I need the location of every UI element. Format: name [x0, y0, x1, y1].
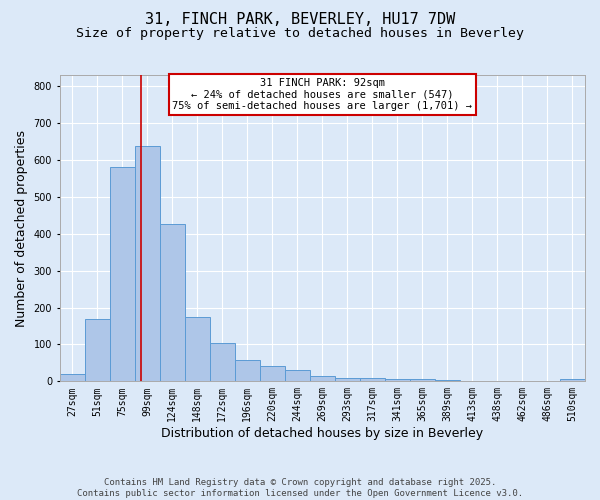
Bar [335, 378, 360, 382]
X-axis label: Distribution of detached houses by size in Beverley: Distribution of detached houses by size … [161, 427, 484, 440]
Bar [285, 370, 310, 382]
Bar [385, 378, 410, 382]
Bar [410, 380, 435, 382]
Bar [360, 378, 385, 382]
Bar [460, 380, 485, 382]
Bar [110, 166, 135, 382]
Bar [135, 146, 160, 382]
Text: Contains HM Land Registry data © Crown copyright and database right 2025.
Contai: Contains HM Land Registry data © Crown c… [77, 478, 523, 498]
Bar [260, 366, 285, 382]
Y-axis label: Number of detached properties: Number of detached properties [15, 130, 28, 326]
Bar [85, 320, 110, 382]
Text: 31 FINCH PARK: 92sqm
← 24% of detached houses are smaller (547)
75% of semi-deta: 31 FINCH PARK: 92sqm ← 24% of detached h… [172, 78, 472, 112]
Bar [235, 360, 260, 382]
Bar [560, 379, 585, 382]
Bar [210, 342, 235, 382]
Text: 31, FINCH PARK, BEVERLEY, HU17 7DW: 31, FINCH PARK, BEVERLEY, HU17 7DW [145, 12, 455, 28]
Text: Size of property relative to detached houses in Beverley: Size of property relative to detached ho… [76, 28, 524, 40]
Bar [435, 380, 460, 382]
Bar [160, 224, 185, 382]
Bar [185, 316, 210, 382]
Bar [59, 374, 85, 382]
Bar [310, 376, 335, 382]
